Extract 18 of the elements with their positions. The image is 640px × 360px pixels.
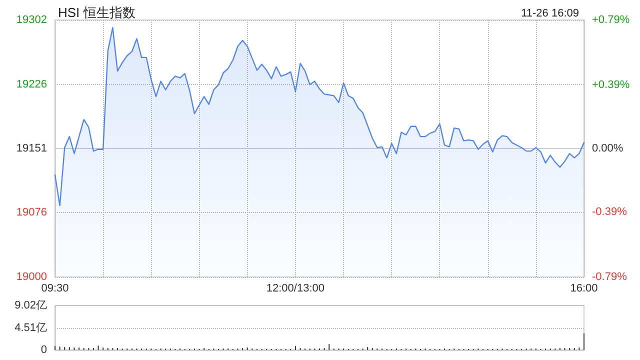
y2-tick-label: 0.00% [592,142,624,154]
y2-tick-label: -0.39% [592,206,628,218]
x-tick-label: 09:30 [41,282,69,294]
y-tick-label: 19226 [16,78,47,91]
y2-tick-label: +0.39% [592,79,630,92]
x-tick-label: 12:00/13:00 [266,282,325,294]
y2-tick-label: +0.79% [592,14,630,26]
x-tick-label: 16:00 [570,282,598,294]
y-tick-label: 19000 [16,271,47,283]
y-tick-label: 0 [40,344,47,356]
y-tick-label: 19151 [16,142,47,154]
y2-tick-label: -0.79% [592,271,628,283]
y-tick-label: 9.02亿 [14,300,47,312]
chart-subtitle: 11-26 16:09 [521,8,580,20]
y-tick-label: 19076 [16,206,47,218]
y-tick-label: 19302 [16,14,47,26]
y-tick-label: 4.51亿 [14,322,47,334]
chart-title: HSI 恒生指数 [58,5,136,20]
